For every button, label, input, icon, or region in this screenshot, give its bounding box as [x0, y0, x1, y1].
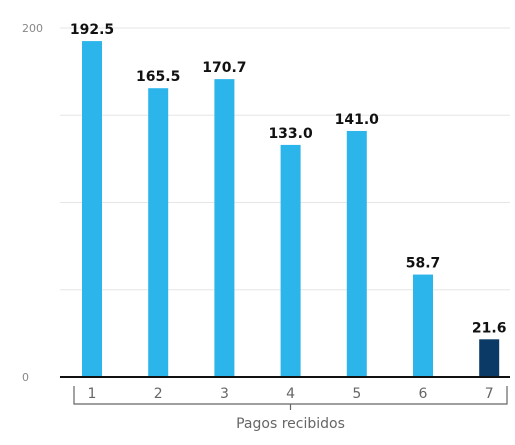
bar-1 [82, 41, 102, 378]
data-label: 165.5 [136, 69, 180, 85]
data-label: 58.7 [406, 256, 441, 272]
data-labels: 192.5 165.5 170.7 133.0 141.0 58.7 21.6 [70, 22, 507, 336]
data-label: 133.0 [268, 126, 313, 142]
bar-3 [214, 79, 235, 377]
x-axis-bracket [73, 386, 508, 410]
data-label: 141.0 [335, 112, 380, 128]
x-axis-label: Pagos recibidos [236, 416, 345, 432]
bar-5 [346, 130, 367, 377]
bar-4 [280, 144, 301, 377]
x-tick-label: 6 [419, 386, 428, 402]
bar-2 [148, 88, 169, 377]
x-tick-label: 3 [220, 386, 229, 402]
bar-6 [413, 274, 433, 377]
x-tick-label: 4 [286, 386, 295, 402]
data-label: 170.7 [202, 60, 246, 76]
x-tick-label: 5 [352, 386, 361, 402]
x-tick-label: 2 [154, 386, 163, 402]
bars [82, 41, 500, 378]
data-label: 21.6 [472, 320, 507, 336]
bar-7 [479, 339, 500, 377]
y-tick-label: 200 [22, 22, 43, 35]
x-tick-label: 1 [88, 386, 97, 402]
x-tick-label: 7 [485, 386, 494, 402]
y-axis-ticks: 0 200 [22, 22, 43, 384]
y-tick-label: 0 [22, 371, 29, 384]
x-axis-ticks: 1 2 3 4 5 6 7 [88, 386, 494, 402]
data-label: 192.5 [70, 22, 114, 38]
